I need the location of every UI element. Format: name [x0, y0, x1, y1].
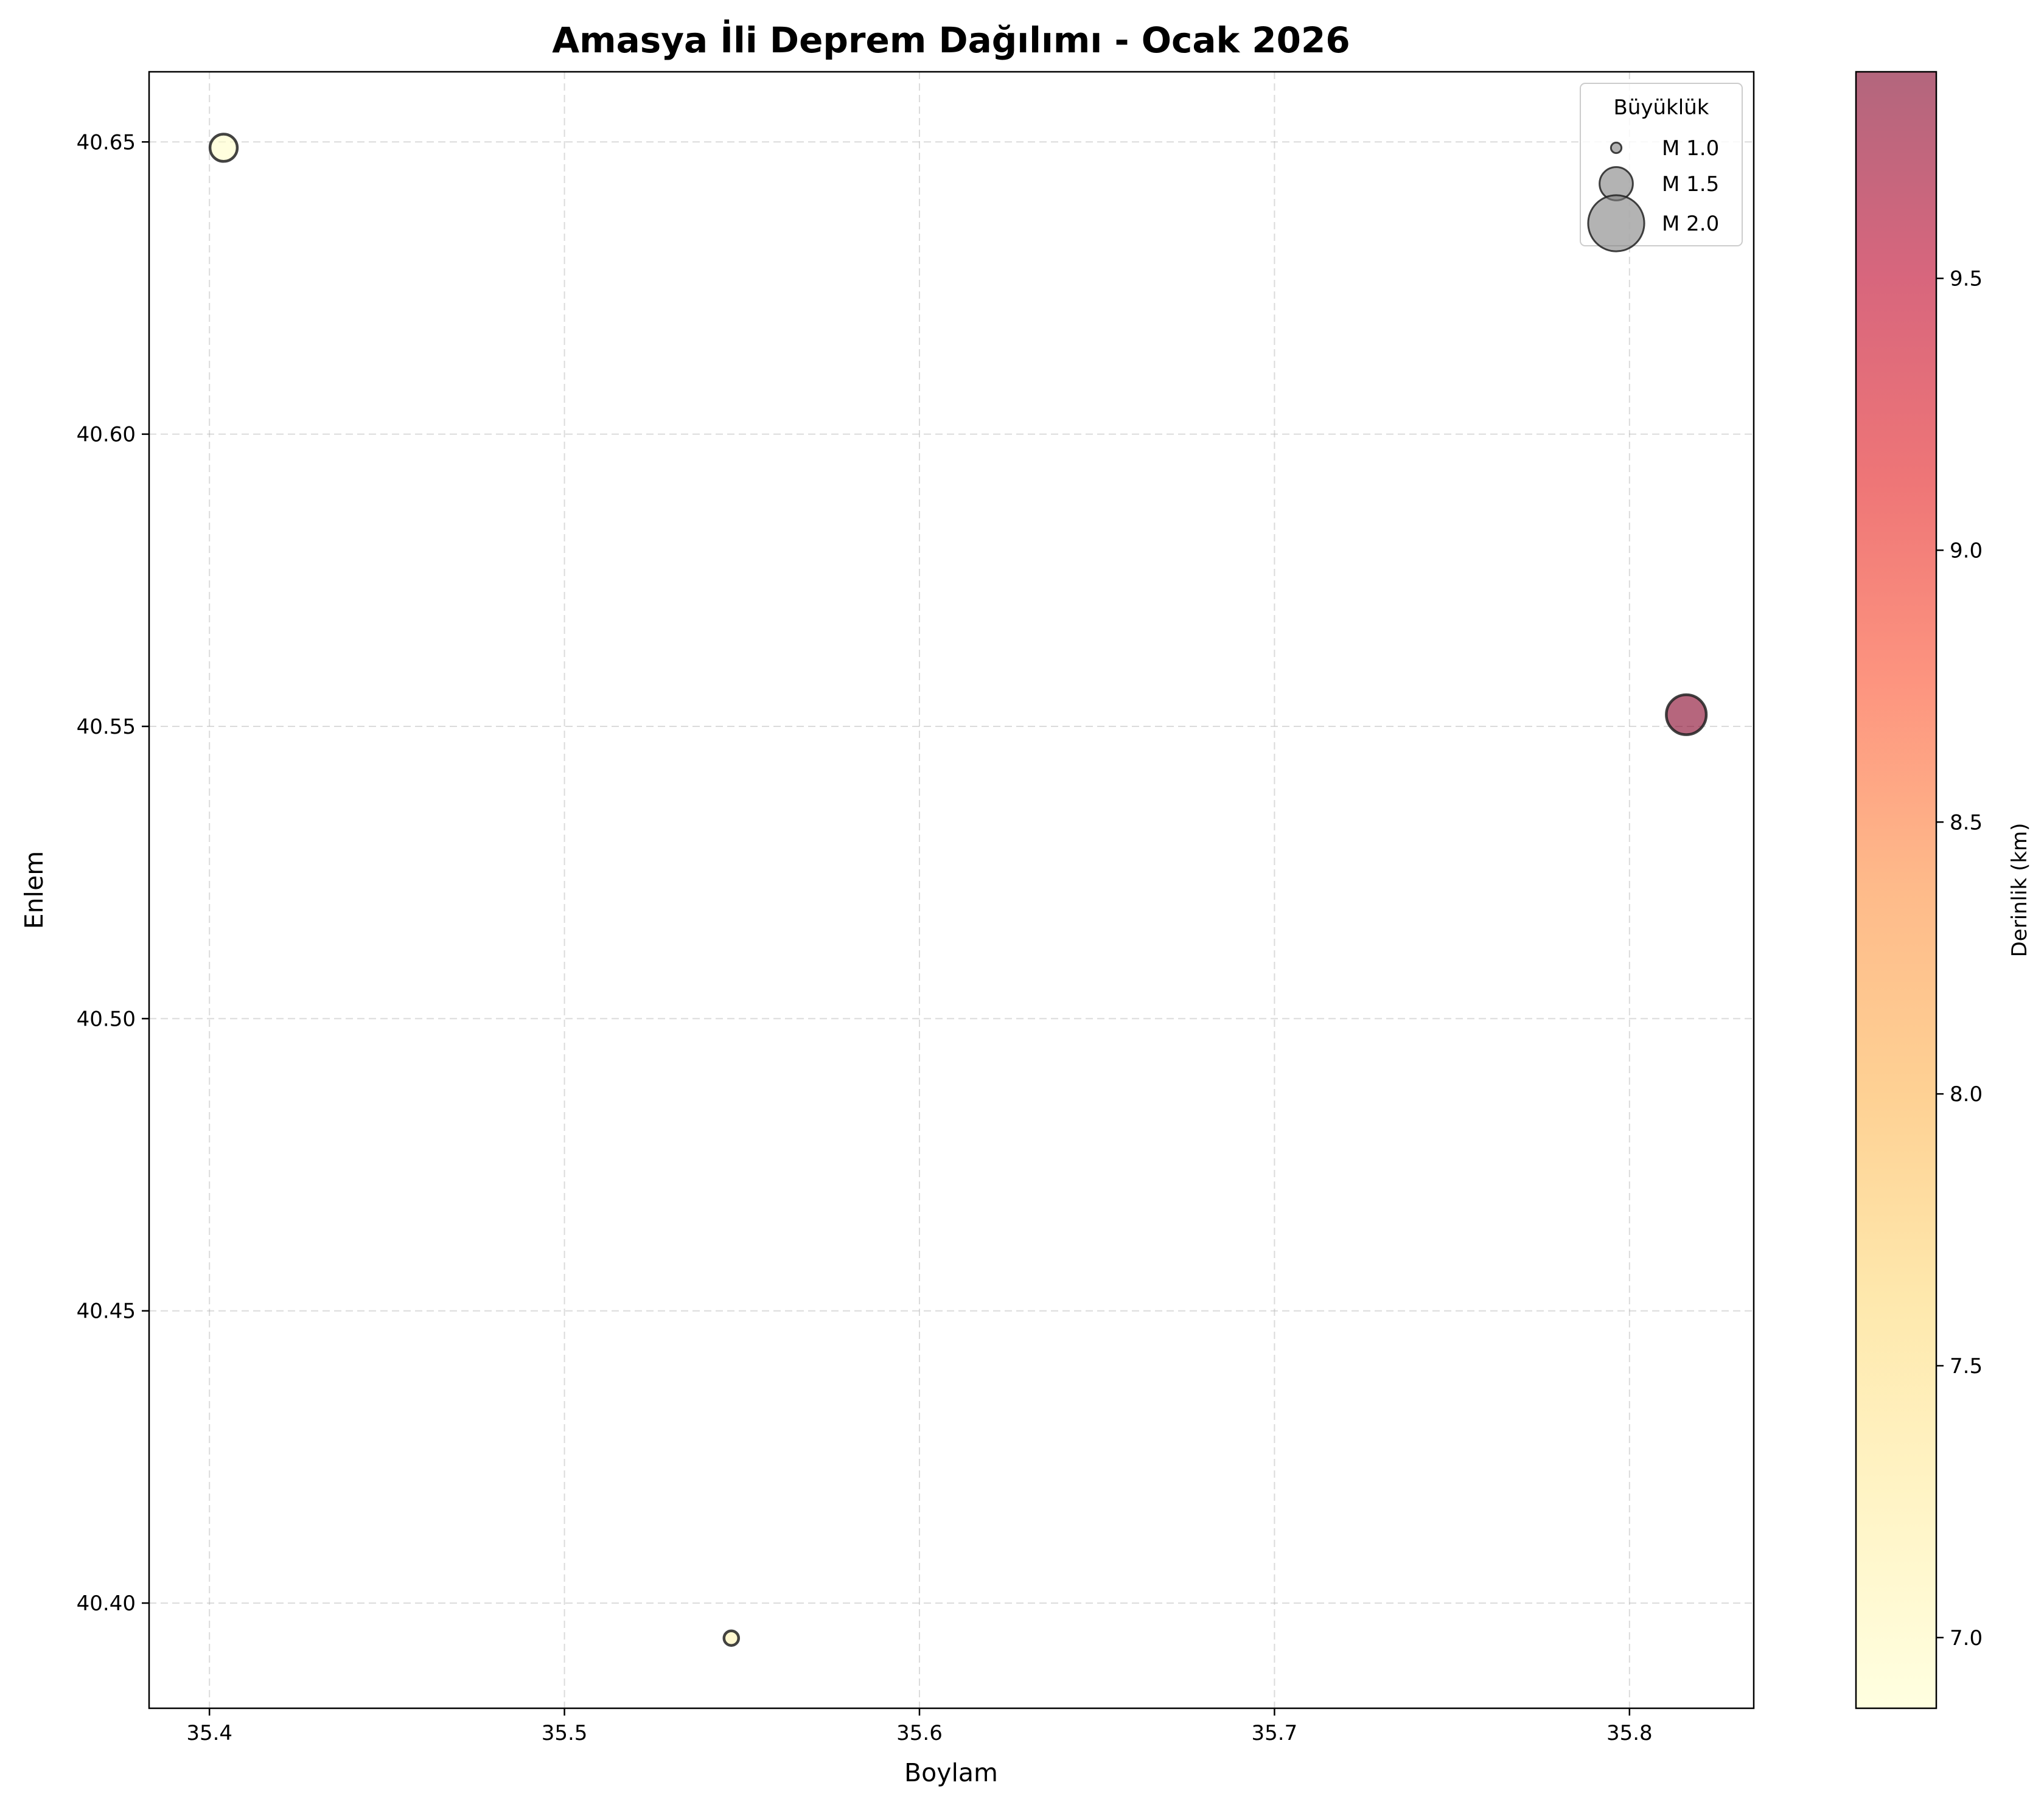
x-axis-ticks: 35.4 35.5 35.6 35.7 35.8: [186, 1708, 1653, 1745]
y-tick-label: 40.65: [77, 130, 136, 155]
colorbar-tick-label: 8.5: [1950, 810, 1983, 835]
y-tick-label: 40.55: [77, 715, 136, 739]
y-axis-label: Enlem: [19, 851, 49, 929]
x-tick-label: 35.7: [1252, 1721, 1298, 1745]
legend-label: M 2.0: [1662, 212, 1719, 236]
colorbar-tick-label: 8.0: [1950, 1082, 1983, 1107]
colorbar-gradient: [1855, 71, 1938, 1709]
x-tick-label: 35.8: [1606, 1721, 1653, 1745]
legend-marker: [1587, 194, 1645, 252]
colorbar-ticks: 7.0 7.5 8.0 8.5 9.0 9.5: [1936, 267, 1983, 1650]
y-tick-label: 40.50: [77, 1007, 136, 1031]
colorbar-tick-label: 9.0: [1950, 538, 1983, 563]
colorbar-tick-label: 7.5: [1950, 1354, 1983, 1379]
plot-frame: [148, 71, 1755, 1709]
x-tick-label: 35.4: [186, 1721, 232, 1745]
legend-title: Büyüklük: [1614, 96, 1709, 120]
colorbar-tick-label: 9.5: [1950, 267, 1983, 291]
x-tick-label: 35.6: [896, 1721, 943, 1745]
data-points: [208, 133, 1708, 1647]
y-tick-label: 40.45: [77, 1299, 136, 1324]
chart-title: Amasya İli Deprem Dağılımı - Ocak 2026: [552, 19, 1350, 61]
legend-marker: [1610, 141, 1623, 155]
x-axis-label: Boylam: [904, 1758, 998, 1787]
y-axis-ticks: 40.40 40.45 40.50 40.55 40.60 40.65: [77, 130, 149, 1616]
colorbar-tick-label: 7.0: [1950, 1626, 1983, 1650]
earthquake-point: [722, 1629, 741, 1647]
legend-entries: M 1.0 M 1.5 M 2.0: [1587, 136, 1719, 252]
y-tick-label: 40.60: [77, 423, 136, 447]
y-tick-label: 40.40: [77, 1591, 136, 1616]
earthquake-point: [1665, 693, 1708, 736]
legend-label: M 1.5: [1662, 172, 1719, 196]
legend: Büyüklük M 1.0 M 1.5 M 2.0: [1580, 83, 1743, 252]
colorbar-label: Derinlik (km): [2007, 823, 2032, 958]
colorbar: 7.0 7.5 8.0 8.5 9.0 9.5 Derinlik (km): [1855, 71, 2032, 1709]
legend-label: M 1.0: [1662, 136, 1719, 161]
earthquake-point: [208, 133, 239, 163]
x-tick-label: 35.5: [542, 1721, 588, 1745]
grid: [149, 72, 1754, 1708]
